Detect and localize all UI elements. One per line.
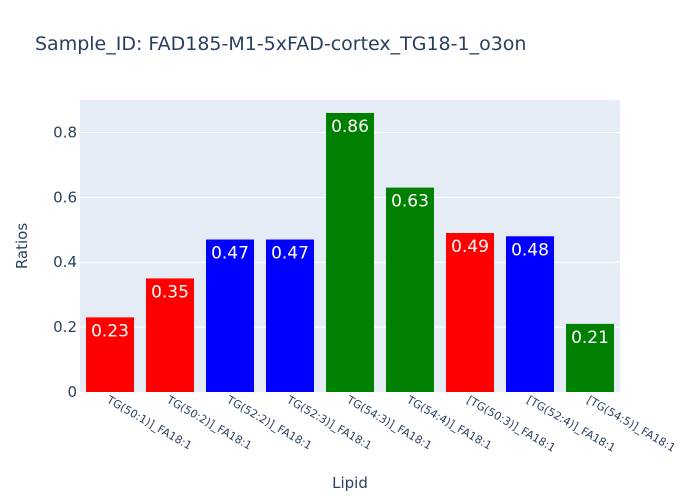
bar-data-label: 0.47 <box>271 244 309 264</box>
x-axis-title: Lipid <box>332 474 368 492</box>
bars <box>86 112 614 392</box>
bar <box>86 317 134 392</box>
bar-data-label: 0.47 <box>211 244 249 264</box>
bar-data-label: 0.48 <box>511 240 549 260</box>
bar <box>446 233 494 392</box>
bar-data-label: 0.86 <box>331 117 369 137</box>
bar <box>506 236 554 392</box>
bar-data-label: 0.21 <box>571 328 609 348</box>
bar-data-label: 0.35 <box>151 282 189 302</box>
bar <box>206 239 254 392</box>
data-labels: 0.23 0.35 0.47 0.47 0.86 0.63 0.49 0.48 0.21 <box>91 117 609 348</box>
bar-data-label: 0.63 <box>391 192 429 212</box>
y-tick-label: 0.6 <box>53 188 77 206</box>
bar-data-label: 0.23 <box>91 321 129 341</box>
bar <box>266 239 314 392</box>
bar <box>326 112 374 392</box>
bar <box>566 323 614 392</box>
bar <box>146 278 194 392</box>
y-tick-label: 0.4 <box>53 253 77 271</box>
chart-title: Sample_ID: FAD185-M1-5xFAD-cortex_TG18-1… <box>35 33 526 55</box>
y-tick-label: 0.8 <box>53 123 77 141</box>
y-axis-ticks: 0 0.2 0.4 0.6 0.8 <box>53 123 77 401</box>
bar <box>386 187 434 392</box>
y-axis-title: Ratios <box>13 223 31 270</box>
y-tick-label: 0.2 <box>53 318 77 336</box>
y-tick-label: 0 <box>67 383 77 401</box>
bar-data-label: 0.49 <box>451 237 489 257</box>
